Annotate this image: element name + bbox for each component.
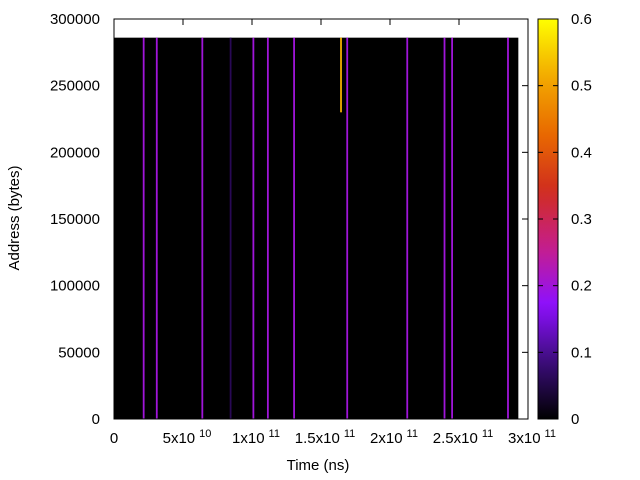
x-tick-label: 1.5x10 11 [295,428,355,447]
heatmap-stripe-4 [229,37,232,420]
colorbar-gradient [538,19,558,419]
colorbar: 0 0.1 0.2 0.3 0.4 0.5 0.6 [537,11,592,428]
plot-area [114,37,519,420]
x-tick-label: 5x10 10 [163,428,212,447]
heatmap-stripe-1 [142,37,145,420]
colorbar-tick-label: 0 [571,411,579,428]
y-tick-label: 300000 [50,11,100,28]
y-tick-label: 200000 [50,144,100,161]
x-axis-ticks: 0 5x10 10 1x10 11 1.5x10 11 2x10 11 2.5x10 11 3x10 1… [110,19,556,447]
x-tick-label: 1x10 11 [232,428,280,447]
y-tick-label: 150000 [50,211,100,228]
colorbar-tick-label: 0.2 [571,278,592,295]
colorbar-tick-label: 0.1 [571,344,592,361]
heatmap-stripes [142,37,509,420]
heatmap-stripe-12 [451,37,453,420]
heatmap-stripe-7 [293,37,295,420]
colorbar-tick-label: 0.6 [571,11,592,28]
y-tick-label: 100000 [50,278,100,295]
x-tick-label: 3x10 11 [508,428,556,447]
colorbar-tick-label: 0.3 [571,211,592,228]
heatmap-background [114,37,519,420]
x-tick-label: 2x10 11 [370,428,418,447]
heatmap-stripe-11 [443,37,446,420]
y-tick-label: 250000 [50,78,100,95]
heatmap-stripe-13 [507,37,509,420]
y-axis-label: Address (bytes) [6,165,23,270]
heatmap-stripe-5 [252,37,255,420]
x-tick-label: 2.5x10 11 [433,428,493,447]
x-tick-label: 0 [110,430,118,447]
heatmap-stripe-8 [340,37,342,113]
heatmap-stripe-6 [266,37,269,420]
colorbar-tick-label: 0.4 [571,144,592,161]
colorbar-tick-label: 0.5 [571,78,592,95]
x-axis-label: Time (ns) [287,457,350,474]
y-tick-label: 50000 [58,344,100,361]
heatmap-stripe-9 [346,37,349,420]
heatmap-stripe-10 [406,37,409,420]
heatmap-stripe-3 [201,37,204,420]
y-tick-label: 0 [92,411,100,428]
heatmap-stripe-2 [155,37,158,420]
y-axis-ticks: 0 50000 100000 150000 200000 250000 300000 [50,11,528,428]
